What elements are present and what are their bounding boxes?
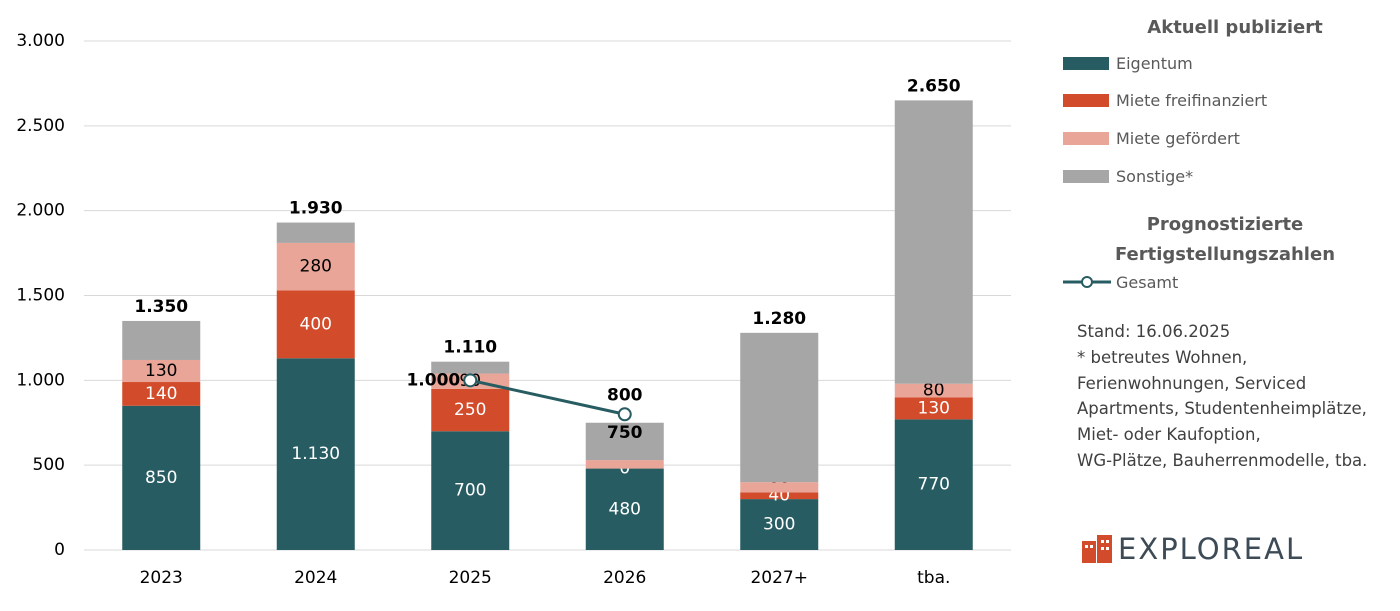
total-label: 750 — [607, 423, 643, 443]
bar-segment — [431, 431, 510, 550]
bar-segment — [431, 361, 510, 374]
y-tick-label: 1.500 — [16, 286, 65, 306]
bar-segment — [740, 332, 819, 483]
note-line: Miet- oder Kaufoption, — [1077, 425, 1261, 445]
line-point — [463, 373, 478, 388]
logo-text: EXPLOREAL — [1118, 532, 1305, 566]
total-label: 1.280 — [752, 309, 806, 329]
y-tick-label: 0 — [54, 540, 65, 560]
value-label: 850 — [145, 468, 177, 488]
line-swatch — [1063, 276, 1111, 288]
x-tick-label: 2026 — [603, 568, 646, 588]
bar-segment — [122, 382, 201, 406]
bar-segment — [122, 405, 201, 550]
line-label: 1.000 — [406, 370, 460, 390]
y-tick-label: 500 — [33, 455, 65, 475]
chart: 0 500 1.000 1.500 2.000 2.500 3.000 2023 850 140 1… — [16, 31, 1011, 588]
legend-item: Sonstige* — [1063, 166, 1193, 186]
line-point — [617, 407, 632, 422]
x-tick-label: 2023 — [140, 568, 183, 588]
line-legend-title: Prognostizierte Fertigstellungszahlen — [1114, 214, 1336, 265]
y-tick-label: 2.500 — [16, 116, 65, 136]
bar-segment — [431, 388, 510, 432]
note-line: Apartments, Studentenheimplätze, — [1077, 399, 1367, 419]
logo-icon — [1082, 535, 1112, 563]
note-line: Ferienwohnungen, Serviced — [1077, 373, 1307, 393]
legend-swatch — [1063, 56, 1109, 70]
value-label: 130 — [918, 398, 950, 418]
legend-label: Gesamt — [1116, 272, 1179, 292]
value-label: 300 — [763, 515, 795, 535]
value-label: 480 — [609, 499, 641, 519]
legend-item: Miete gefördert — [1063, 128, 1240, 148]
bar-segment — [276, 290, 355, 359]
value-label: 140 — [145, 384, 177, 404]
value-label: 400 — [300, 314, 332, 334]
bar-segment — [585, 460, 664, 469]
bar-segment — [276, 242, 355, 291]
bar-segment — [894, 383, 973, 398]
bar-segment — [122, 320, 201, 360]
x-tick-label: 2027+ — [750, 568, 808, 588]
x-tick-label: 2024 — [294, 568, 337, 588]
value-label: 1.130 — [291, 444, 340, 464]
legend-swatch — [1063, 169, 1109, 183]
legend-item: Eigentum — [1063, 53, 1193, 73]
note-line: * betreutes Wohnen, — [1077, 347, 1248, 367]
value-label: 280 — [300, 257, 332, 277]
note-line: WG-Plätze, Bauherrenmodelle, tba. — [1077, 451, 1368, 470]
legend-label: Miete freifinanziert — [1116, 91, 1268, 111]
legend-item: Gesamt — [1063, 272, 1178, 292]
y-tick-label: 3.000 — [16, 31, 65, 51]
bar-segment — [740, 482, 819, 493]
legend: Aktuell publiziert Eigentum Miete freifin… — [1060, 0, 1400, 611]
x-tick-label: tba. — [917, 568, 950, 588]
note-line: Stand: 16.06.2025 — [1077, 322, 1231, 341]
bar-segment — [276, 222, 355, 243]
y-tick-label: 2.000 — [16, 201, 65, 221]
bar-segment — [276, 358, 355, 550]
total-label: 2.650 — [907, 76, 961, 96]
value-label: 80 — [923, 380, 945, 400]
bar-segment — [585, 422, 664, 461]
bar-segment — [894, 419, 973, 550]
line-label: 800 — [607, 385, 643, 405]
legend-label: Sonstige* — [1116, 166, 1194, 186]
bar-segment — [122, 359, 201, 383]
legend-swatch — [1063, 131, 1109, 145]
value-label: 770 — [918, 475, 950, 495]
x-tick-label: 2025 — [449, 568, 492, 588]
bar-segment — [740, 499, 819, 550]
legend-label: Eigentum — [1116, 53, 1193, 73]
bar-segment — [585, 468, 664, 550]
value-label: 250 — [454, 400, 486, 420]
total-label: 1.930 — [289, 199, 343, 219]
line — [469, 378, 626, 416]
value-label: 130 — [145, 361, 177, 381]
y-tick-label: 1.000 — [16, 370, 65, 390]
total-label: 1.110 — [443, 338, 497, 358]
logo: EXPLOREAL — [1080, 532, 1304, 566]
value-label: 700 — [454, 481, 486, 501]
bar-segment — [894, 100, 973, 384]
legend-swatch — [1063, 94, 1109, 108]
total-label: 1.350 — [134, 297, 188, 317]
legend-item: Miete freifinanziert — [1063, 91, 1267, 111]
bar-segment — [740, 492, 819, 500]
legend-label: Miete gefördert — [1116, 128, 1240, 148]
bar-segment — [894, 397, 973, 420]
legend-title: Aktuell publiziert — [1147, 17, 1323, 38]
